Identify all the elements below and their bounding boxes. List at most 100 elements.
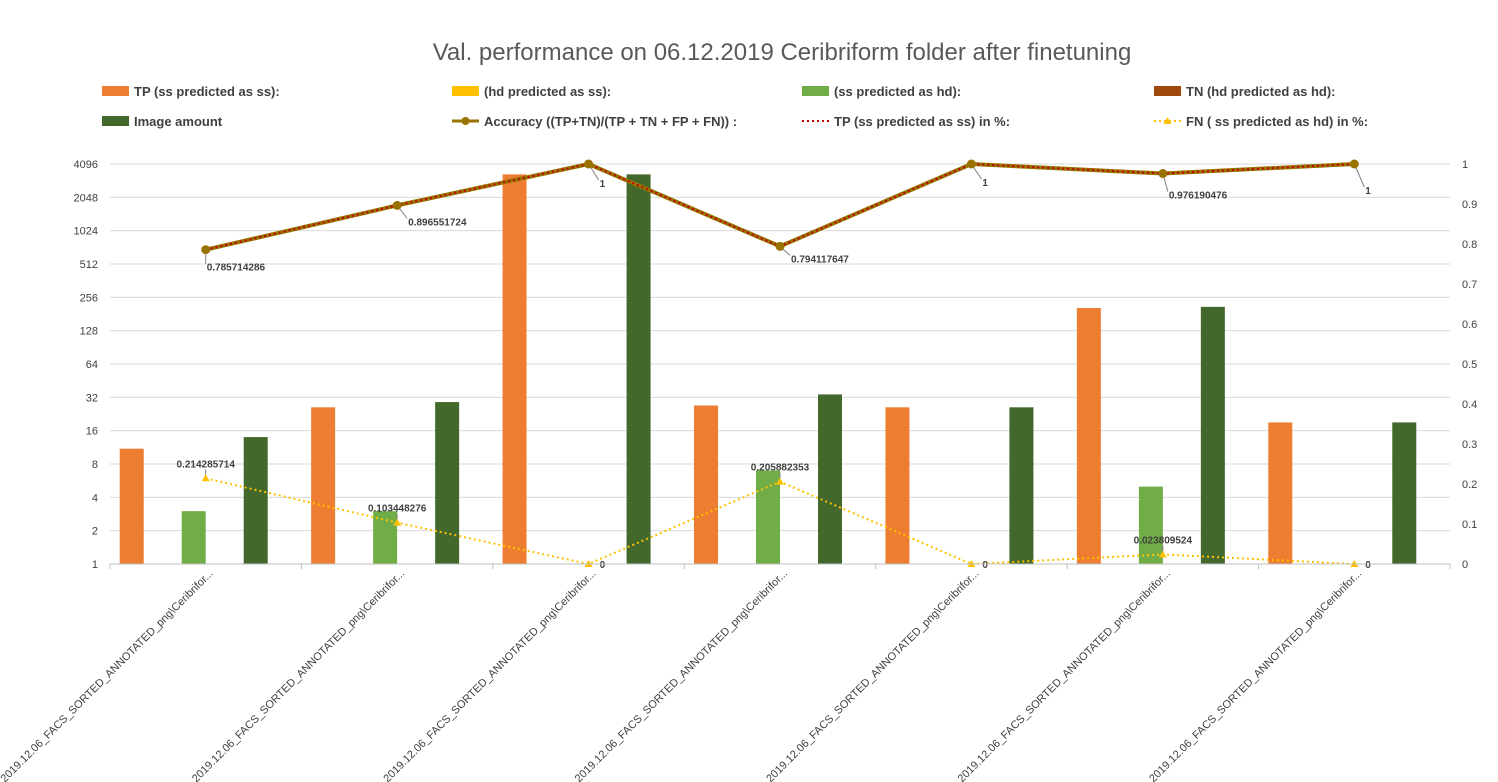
y-left-tick-label: 1024 [74,226,98,238]
y-left-tick-label: 4096 [74,159,98,171]
y-right-tick-label: 0.1 [1462,519,1477,531]
data-labels: 0.785714286 0.896551724 1 0.794117647 1 0.976… [177,178,1372,571]
accuracy-data-label: 1 [982,178,988,189]
legend-swatch [802,86,829,96]
legend-marker [1163,117,1172,124]
legend-swatch [452,86,479,96]
bar [818,394,842,564]
bar [243,437,268,564]
legend-label: (ss predicted as hd): [834,84,961,99]
legend-label: Image amount [134,114,223,129]
y-right-tick-label: 0.3 [1462,439,1477,451]
legend-marker [461,117,470,125]
accuracy-data-label: 0.794117647 [791,254,849,265]
legend: TP (ss predicted as ss): (hd predicted as… [102,84,1368,129]
legend-swatch [102,116,129,126]
accuracy-marker [392,200,402,210]
y-right-tick-label: 0 [1462,559,1468,571]
accuracy-marker [201,245,211,255]
bar [311,407,336,564]
fn-data-label: 0 [600,560,606,571]
x-tick-label: 2019.12.06_FACS_SORTED_ANNOTATED_png\Cer… [190,568,407,782]
bars [119,174,1417,564]
y-right-tick-label: 0.4 [1462,399,1477,411]
x-tick-label: 2019.12.06_FACS_SORTED_ANNOTATED_png\Cer… [381,568,598,782]
bar [1076,308,1101,564]
legend-label: FN ( ss predicted as hd) in %: [1186,114,1368,129]
y-right-tick-label: 0.2 [1462,479,1477,491]
accuracy-marker [966,159,976,169]
accuracy-data-label: 0.785714286 [207,263,266,274]
fn-marker [393,518,402,526]
bar [626,174,651,564]
bar [435,402,460,564]
x-axis: 2019.12.06_FACS_SORTED_ANNOTATED_png\Cer… [0,563,1451,782]
legend-swatch [1154,86,1181,96]
fn-data-label: 0.023809524 [1134,535,1193,546]
y-right-tick-label: 0.9 [1462,199,1477,211]
bar [373,511,398,564]
fn-marker [201,474,210,482]
y-right-tick-label: 0.6 [1462,319,1477,331]
accuracy-data-label: 1 [1365,186,1371,197]
legend-swatch [102,86,129,96]
legend-label: (hd predicted as ss): [484,84,611,99]
y-left-tick-label: 16 [86,426,98,438]
y-right-tick-label: 0.5 [1462,359,1477,371]
y-right-tick-label: 1 [1462,159,1468,171]
y-left-tick-label: 64 [86,359,98,371]
x-tick-label: 2019.12.06_FACS_SORTED_ANNOTATED_png\Cer… [573,568,790,782]
y-axis-right: 0 0.1 0.2 0.3 0.4 0.5 0.6 0.7 0.8 0.9 1 [1462,159,1477,571]
x-tick-label: 2019.12.06_FACS_SORTED_ANNOTATED_png\Cer… [764,568,981,782]
legend-label: TN (hd predicted as hd): [1186,84,1336,99]
x-tick-label: 2019.12.06_FACS_SORTED_ANNOTATED_png\Cer… [956,568,1173,782]
y-left-tick-label: 512 [80,259,98,271]
y-left-tick-label: 4 [92,492,98,504]
y-left-tick-label: 8 [92,459,98,471]
fn-data-label: 0.205882353 [751,463,810,474]
y-left-tick-label: 1 [92,559,98,571]
fn-data-label: 0.214285714 [177,459,236,470]
bar [181,511,206,564]
bar [502,174,527,564]
bar [1009,407,1034,564]
bar [694,405,718,564]
y-left-tick-label: 256 [80,292,98,304]
bar [1392,422,1417,564]
bar [885,407,910,564]
y-left-tick-label: 32 [86,392,98,404]
label-leaders [205,163,1365,553]
accuracy-marker [1349,159,1359,169]
bar [119,448,144,564]
y-right-tick-label: 0.8 [1462,239,1477,251]
accuracy-marker [584,159,594,169]
legend-label: Accuracy ((TP+TN)/(TP + TN + FP + FN)) : [484,114,737,129]
y-left-tick-label: 2048 [74,192,98,204]
bar [756,470,780,564]
x-tick-label: 2019.12.06_FACS_SORTED_ANNOTATED_png\Cer… [1147,568,1364,782]
accuracy-line [205,161,1355,252]
bar [1138,486,1163,564]
accuracy-data-label: 0.976190476 [1169,191,1228,202]
accuracy-data-label: 0.896551724 [408,217,467,228]
legend-label: TP (ss predicted as ss) in %: [834,114,1010,129]
tp-percent-line [205,162,1355,251]
bar [1200,306,1225,564]
accuracy-data-label: 1 [600,179,606,190]
accuracy-marker [775,241,785,251]
fn-data-label: 0 [982,560,988,571]
y-right-tick-label: 0.7 [1462,279,1477,291]
x-tick-label: 2019.12.06_FACS_SORTED_ANNOTATED_png\Cer… [0,568,216,782]
bar [1268,422,1293,564]
chart-title: Val. performance on 06.12.2019 Ceribrifo… [433,39,1132,66]
y-left-tick-label: 128 [80,326,98,338]
y-left-tick-label: 2 [92,526,98,538]
fn-data-label: 0 [1365,560,1371,571]
fn-marker [1158,550,1167,558]
legend-label: TP (ss predicted as ss): [134,84,280,99]
markers [201,159,1359,567]
y-axis-left: 1 2 4 8 16 32 64 128 256 512 1024 2048 4096 [74,159,98,571]
accuracy-marker [1158,169,1168,179]
fn-marker [776,477,784,485]
